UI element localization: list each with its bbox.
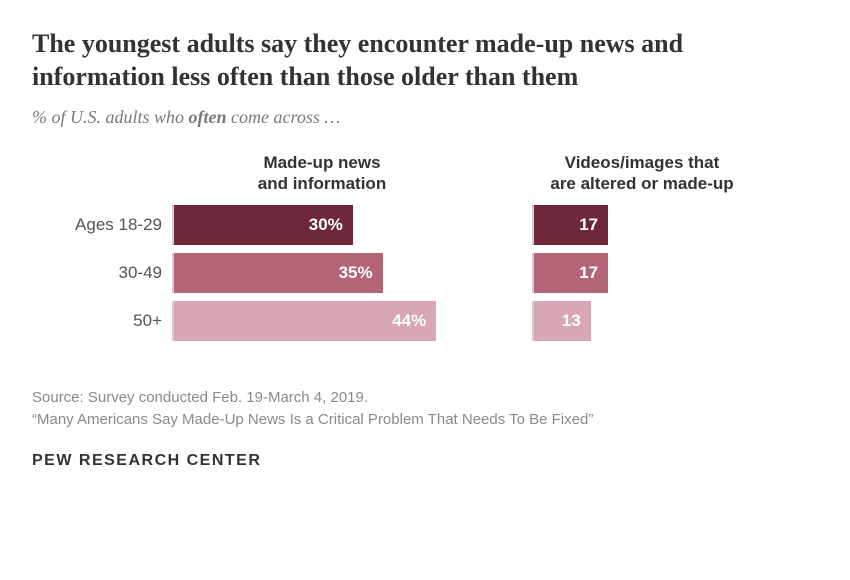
- bar: 30%: [174, 205, 353, 245]
- subtitle-prefix: % of U.S. adults who: [32, 107, 189, 127]
- table-row: 50+ 44% 13: [32, 299, 818, 343]
- row-label: 30-49: [32, 263, 172, 283]
- bar-cell: 17: [532, 253, 752, 293]
- panel-headers: Made-up news and information Videos/imag…: [32, 152, 818, 195]
- source-line: “Many Americans Say Made-Up News Is a Cr…: [32, 409, 818, 432]
- bar-cell: 35%: [172, 253, 472, 293]
- panel-header-2: Videos/images that are altered or made-u…: [532, 152, 752, 195]
- source-notes: Source: Survey conducted Feb. 19-March 4…: [32, 387, 818, 432]
- table-row: 30-49 35% 17: [32, 251, 818, 295]
- panel-header-1: Made-up news and information: [172, 152, 472, 195]
- chart-title: The youngest adults say they encounter m…: [32, 28, 818, 93]
- bar: 13: [534, 301, 591, 341]
- bar-cell: 13: [532, 301, 752, 341]
- subtitle-suffix: come across …: [227, 107, 341, 127]
- pew-logo: PEW RESEARCH CENTER: [32, 452, 818, 470]
- panel-header-1-text: Made-up news and information: [258, 153, 386, 193]
- subtitle-bold: often: [189, 107, 227, 127]
- table-row: Ages 18-29 30% 17: [32, 203, 818, 247]
- bar: 17: [534, 205, 608, 245]
- row-label: Ages 18-29: [32, 215, 172, 235]
- bar-cell: 17: [532, 205, 752, 245]
- bar: 44%: [174, 301, 436, 341]
- bar: 35%: [174, 253, 383, 293]
- bar: 17: [534, 253, 608, 293]
- chart-subtitle: % of U.S. adults who often come across …: [32, 107, 818, 128]
- source-line: Source: Survey conducted Feb. 19-March 4…: [32, 387, 818, 410]
- row-label: 50+: [32, 311, 172, 331]
- bar-cell: 44%: [172, 301, 472, 341]
- bar-cell: 30%: [172, 205, 472, 245]
- bar-chart: Made-up news and information Videos/imag…: [32, 152, 818, 347]
- panel-header-2-text: Videos/images that are altered or made-u…: [550, 153, 733, 193]
